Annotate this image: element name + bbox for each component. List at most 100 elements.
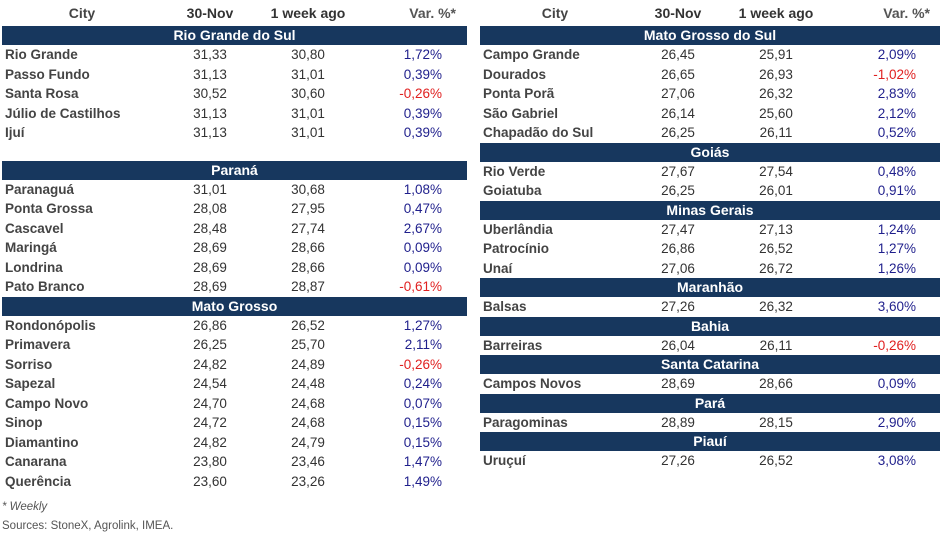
header-variation: Var. %* (883, 5, 930, 21)
right-price-table: City 30-Nov 1 week ago Var. %* Mato Gros… (480, 0, 940, 471)
table-row: Dourados 26,65 26,93 -1,02% (480, 65, 940, 85)
city-name: Rio Grande (5, 47, 78, 63)
price-current: 28,69 (661, 376, 695, 392)
city-name: Canarana (5, 454, 67, 470)
price-variation: 0,48% (877, 163, 916, 179)
price-week-ago: 28,66 (759, 376, 793, 392)
city-name: Sapezal (5, 376, 56, 392)
price-variation: 1,08% (403, 181, 442, 197)
city-name: Ponta Grossa (5, 201, 93, 217)
price-current: 30,52 (193, 86, 227, 102)
table-row: Chapadão do Sul 26,25 26,11 0,52% (480, 123, 940, 143)
table-row: Querência 23,60 23,26 1,49% (2, 472, 467, 492)
city-name: Balsas (483, 299, 527, 315)
price-current: 26,65 (661, 66, 695, 82)
state-band: Maranhão (480, 278, 940, 297)
price-week-ago: 26,52 (291, 317, 325, 333)
price-week-ago: 25,91 (759, 47, 793, 63)
section-gap (2, 143, 467, 161)
city-name: Dourados (483, 66, 547, 82)
city-name: Diamantino (5, 434, 79, 450)
price-variation: 0,39% (403, 125, 442, 141)
table-row: Primavera 26,25 25,70 2,11% (2, 335, 467, 355)
price-current: 28,48 (193, 220, 227, 236)
price-current: 26,25 (661, 183, 695, 199)
price-week-ago: 31,01 (291, 125, 325, 141)
price-current: 24,82 (193, 434, 227, 450)
table-row: Uruçuí 27,26 26,52 3,08% (480, 451, 940, 471)
price-week-ago: 30,60 (291, 86, 325, 102)
price-variation: 3,60% (877, 299, 916, 315)
header-week-ago: 1 week ago (738, 5, 814, 21)
price-variation: 1,24% (877, 221, 916, 237)
price-week-ago: 27,74 (291, 220, 325, 236)
price-week-ago: 26,32 (759, 86, 793, 102)
city-name: Paragominas (483, 414, 568, 430)
table-row: Londrina 28,69 28,66 0,09% (2, 258, 467, 278)
price-current: 27,47 (661, 221, 695, 237)
price-current: 23,80 (193, 454, 227, 470)
price-current: 26,45 (661, 47, 695, 63)
price-variation: -0,61% (399, 279, 442, 295)
header-date: 30-Nov (654, 5, 702, 21)
sources-note: Sources: StoneX, Agrolink, IMEA. (2, 520, 174, 532)
price-variation: 3,08% (877, 453, 916, 469)
city-name: Uberlândia (483, 221, 553, 237)
price-variation: 1,47% (403, 454, 442, 470)
price-current: 31,33 (193, 47, 227, 63)
price-variation: 0,91% (877, 183, 916, 199)
price-current: 27,67 (661, 163, 695, 179)
table-row: Canarana 23,80 23,46 1,47% (2, 452, 467, 472)
price-variation: 2,67% (403, 220, 442, 236)
table-row: Unaí 27,06 26,72 1,26% (480, 259, 940, 279)
price-variation: 2,90% (877, 414, 916, 430)
table-row: Paragominas 28,89 28,15 2,90% (480, 413, 940, 433)
price-variation: 2,12% (877, 105, 916, 121)
price-week-ago: 25,70 (291, 337, 325, 353)
table-row: Rondonópolis 26,86 26,52 1,27% (2, 316, 467, 336)
city-name: Rio Verde (483, 163, 546, 179)
table-row: São Gabriel 26,14 25,60 2,12% (480, 104, 940, 124)
city-name: Londrina (5, 259, 63, 275)
price-week-ago: 24,68 (291, 395, 325, 411)
price-current: 27,06 (661, 260, 695, 276)
price-variation: 0,15% (403, 415, 442, 431)
price-week-ago: 26,93 (759, 66, 793, 82)
state-band: Santa Catarina (480, 355, 940, 374)
table-row: Rio Grande 31,33 30,80 1,72% (2, 45, 467, 65)
city-name: Pato Branco (5, 279, 85, 295)
city-name: Campo Novo (5, 395, 89, 411)
price-variation: 2,09% (877, 47, 916, 63)
right-table-body: Mato Grosso do Sul Campo Grande 26,45 25,91… (480, 26, 940, 471)
price-current: 27,26 (661, 453, 695, 469)
price-week-ago: 23,26 (291, 473, 325, 489)
header-week-ago: 1 week ago (270, 5, 346, 21)
price-variation: 0,15% (403, 434, 442, 450)
city-name: Primavera (5, 337, 71, 353)
price-variation: 2,11% (404, 337, 442, 353)
table-row: Barreiras 26,04 26,11 -0,26% (480, 336, 940, 356)
price-current: 31,13 (193, 125, 227, 141)
price-week-ago: 26,52 (759, 453, 793, 469)
price-current: 28,08 (193, 201, 227, 217)
price-current: 31,01 (193, 181, 227, 197)
price-variation: -0,26% (399, 356, 442, 372)
price-current: 24,72 (193, 415, 227, 431)
table-row: Patrocínio 26,86 26,52 1,27% (480, 239, 940, 259)
state-band: Paraná (2, 160, 467, 180)
state-band: Minas Gerais (480, 200, 940, 220)
price-week-ago: 28,66 (291, 240, 325, 256)
state-band: Pará (480, 393, 940, 413)
price-variation: 1,72% (403, 47, 442, 63)
table-header: City 30-Nov 1 week ago Var. %* (480, 0, 940, 26)
price-variation: 2,83% (877, 86, 916, 102)
table-row: Paranaguá 31,01 30,68 1,08% (2, 180, 467, 200)
price-current: 24,82 (193, 356, 227, 372)
price-week-ago: 25,60 (759, 105, 793, 121)
price-week-ago: 26,32 (759, 299, 793, 315)
header-city: City (541, 5, 569, 21)
price-variation: 0,52% (877, 125, 916, 141)
state-band: Bahia (480, 316, 940, 336)
price-week-ago: 26,52 (759, 241, 793, 257)
price-current: 24,54 (193, 376, 227, 392)
